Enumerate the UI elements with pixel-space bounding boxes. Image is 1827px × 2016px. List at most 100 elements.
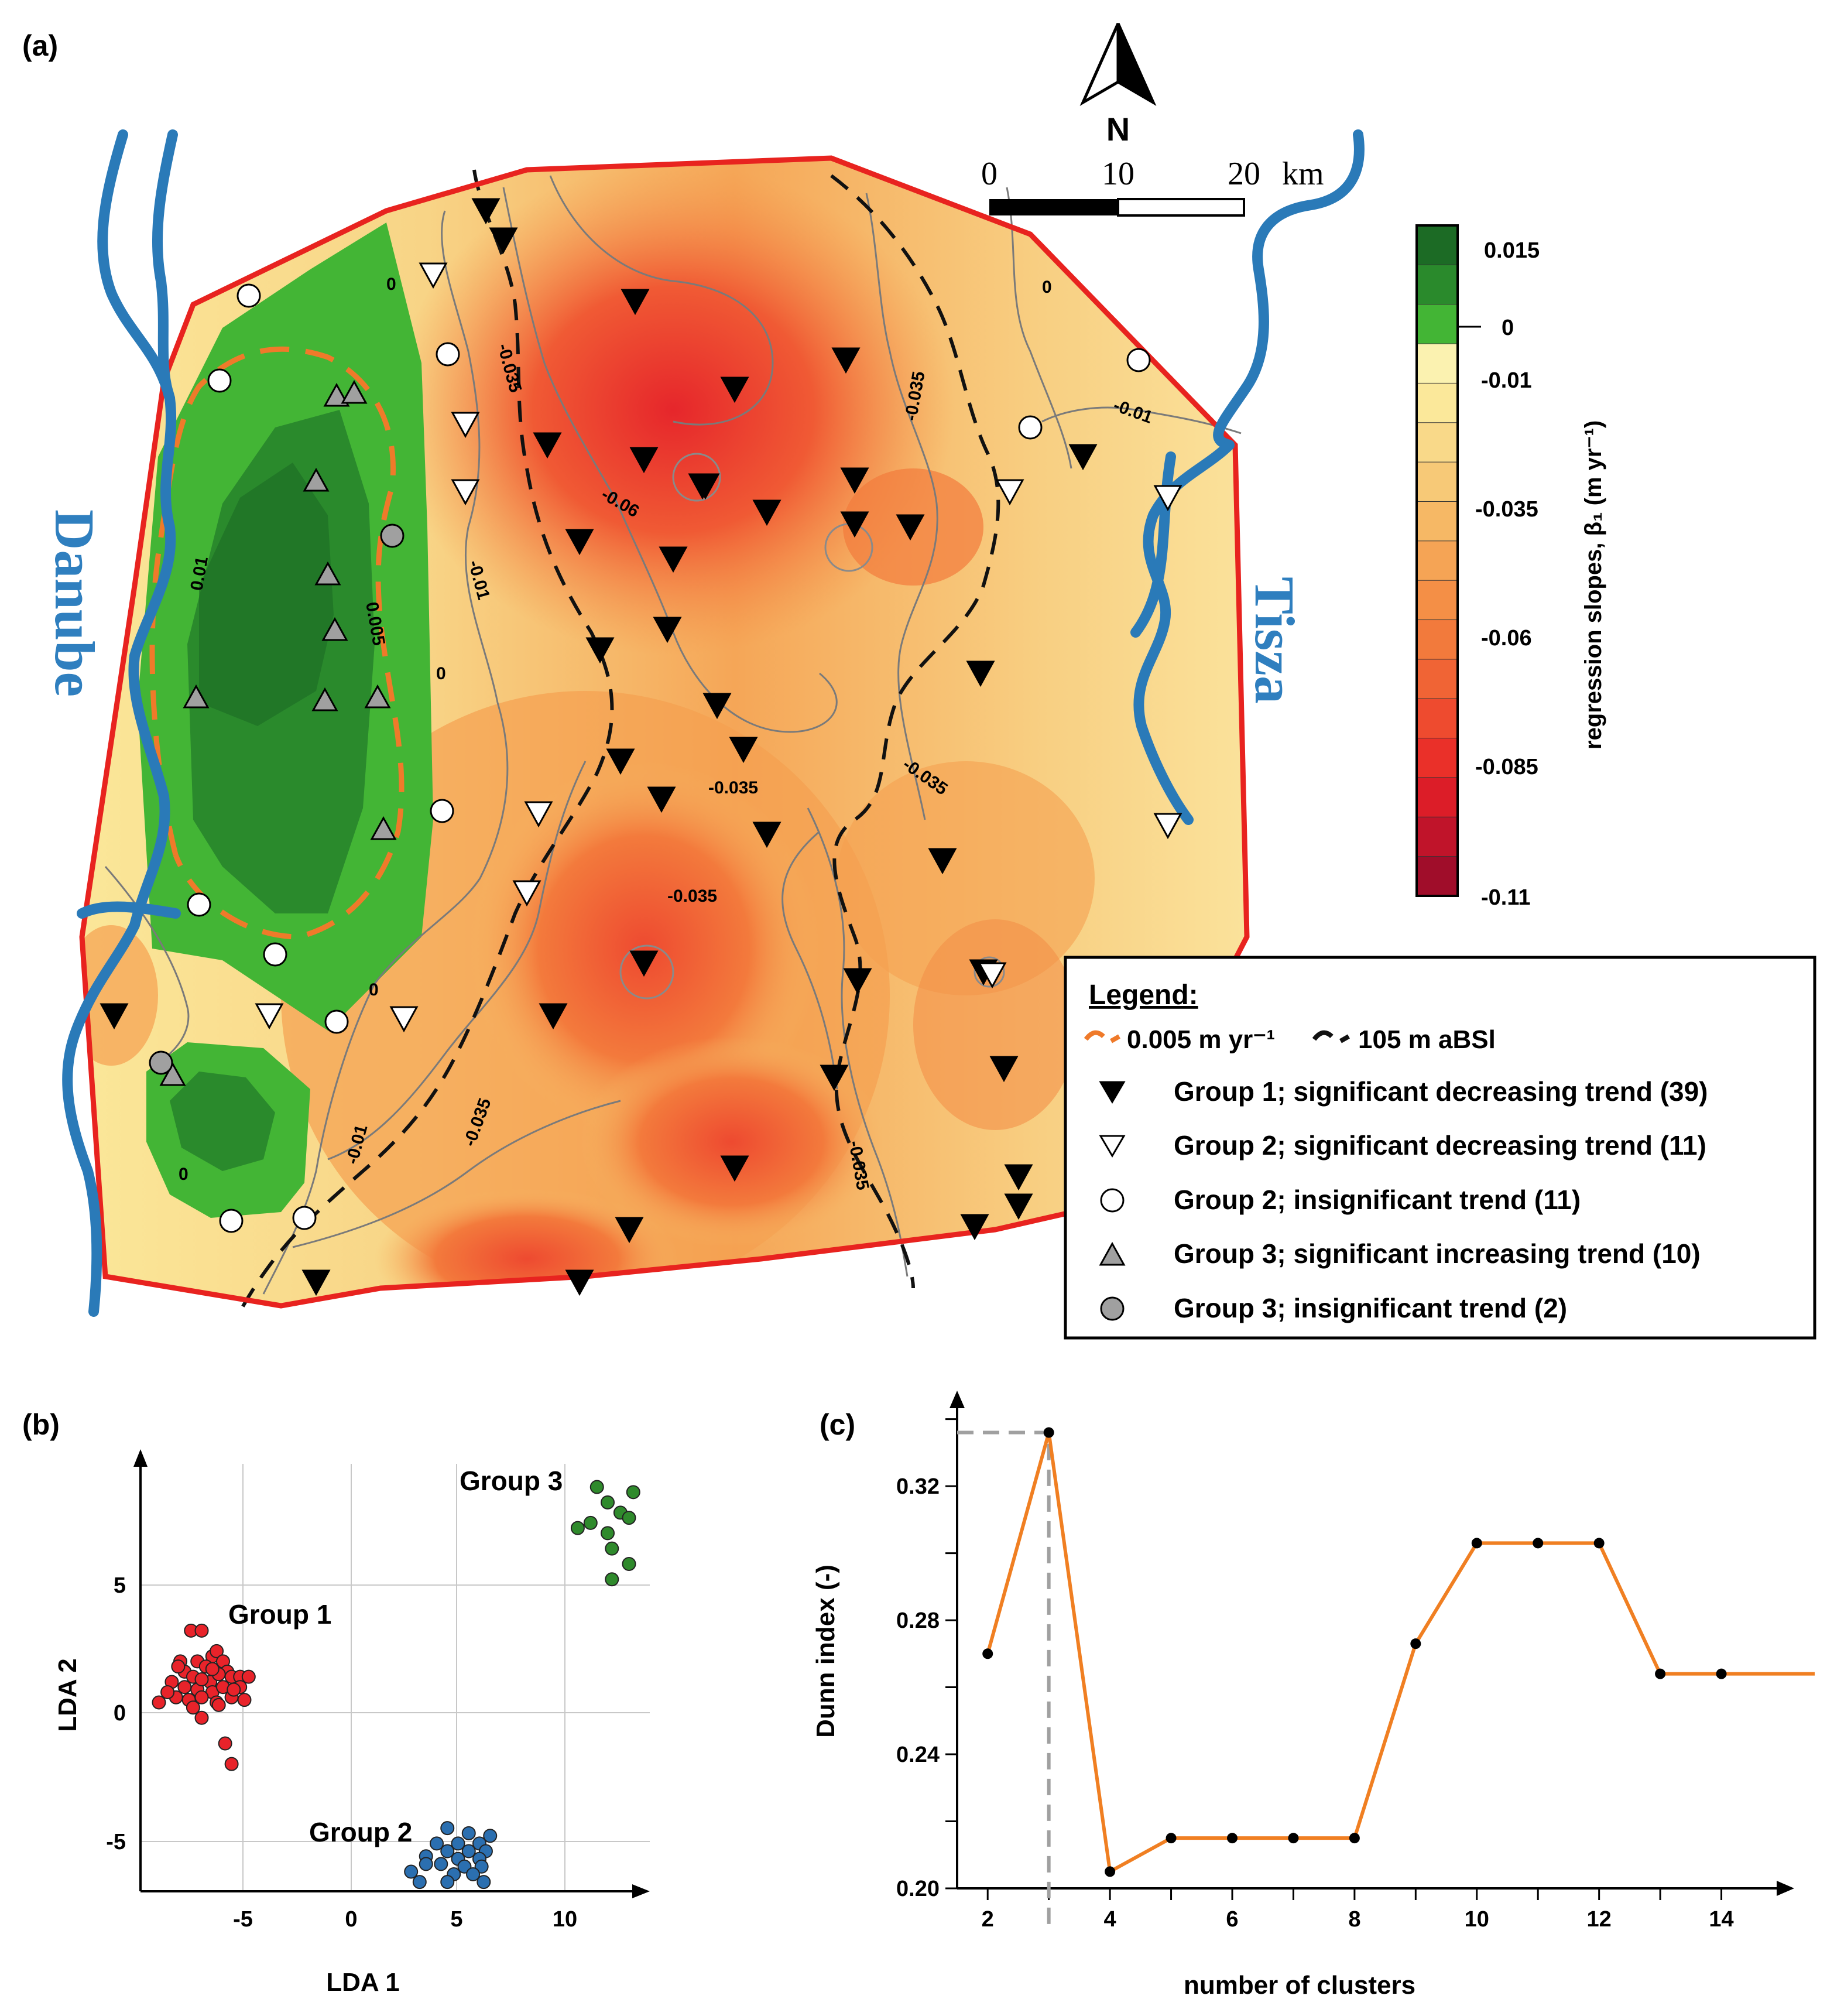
- group2-sig-decreasing-marker: [451, 412, 480, 439]
- dunn-point: [1471, 1538, 1482, 1549]
- group1-sig-decreasing-marker: [301, 1269, 331, 1296]
- legend-item-group2-sig: Group 2; significant decreasing trend (1…: [1174, 1130, 1706, 1161]
- group1-sig-decreasing-marker: [533, 432, 562, 459]
- scale-unit: km: [1282, 156, 1324, 192]
- group2-point: [434, 1857, 448, 1871]
- dunn-xtick-label: 8: [1348, 1907, 1360, 1932]
- group3-point: [589, 1480, 604, 1494]
- group1-sig-decreasing-marker: [720, 376, 749, 403]
- dunn-point: [1166, 1833, 1177, 1844]
- dunn-xtick-label: 10: [1465, 1907, 1489, 1932]
- scale-bar: 0 10 20 km: [981, 156, 1324, 217]
- group3-point: [605, 1572, 619, 1587]
- group3-point: [605, 1541, 619, 1556]
- colorbar-step: [1416, 777, 1458, 818]
- dunn-point: [1288, 1833, 1299, 1844]
- group1-sig-decreasing-marker: [729, 737, 758, 764]
- lda-ytick: 5: [114, 1573, 126, 1598]
- group1-point: [205, 1662, 220, 1676]
- colorbar-step: [1416, 856, 1458, 897]
- group1-point: [160, 1685, 175, 1699]
- group1-point: [194, 1672, 209, 1687]
- contour-label: 0: [1042, 278, 1052, 297]
- tisza-label: Tisza: [1243, 577, 1306, 704]
- group2-insignificant-marker: [1126, 348, 1151, 372]
- group2-sig-decreasing-marker: [995, 479, 1024, 506]
- contour-label: 0: [386, 275, 396, 294]
- scale-tick-20: 20: [1228, 156, 1260, 192]
- group2-sig-decreasing-marker: [1153, 813, 1182, 840]
- colorbar: 0.015 0 -0.01 -0.035 -0.06 -0.085 -0.11 …: [1415, 224, 1606, 910]
- group1-sig-decreasing-marker: [752, 499, 781, 526]
- dunn-points: [982, 1427, 1727, 1877]
- group1-sig-decreasing-marker: [1068, 444, 1098, 471]
- group2-point: [440, 1844, 455, 1858]
- group1-point: [227, 1682, 241, 1697]
- group2-insignificant-marker: [292, 1206, 317, 1230]
- colorbar-tick: -0.035: [1475, 497, 1538, 522]
- group2-insignificant-marker: [187, 892, 211, 917]
- group2-point: [483, 1829, 498, 1843]
- legend-item-group3-insig: Group 3; insignificant trend (2): [1174, 1293, 1567, 1323]
- group2-sig-decreasing-marker: [451, 479, 480, 506]
- group2-point: [477, 1875, 491, 1890]
- group1-sig-decreasing-marker: [629, 950, 659, 977]
- dunn-xtick-label: 2: [982, 1907, 994, 1932]
- group1-point: [218, 1736, 232, 1751]
- group1-point: [171, 1659, 186, 1674]
- group1-point: [224, 1757, 239, 1771]
- colorbar-tick: -0.06: [1481, 626, 1532, 651]
- group3-point: [622, 1556, 636, 1571]
- dunn-point: [1349, 1833, 1360, 1844]
- dunn-xtick-label: 14: [1709, 1907, 1733, 1932]
- group1-sig-decreasing-marker: [896, 514, 925, 541]
- dunn-chart: 0.20 0.24 0.28 0.32 2 4 6 8 10 12 14 number of cl…: [811, 1391, 1815, 2000]
- group1-sig-decreasing-marker: [843, 968, 872, 995]
- group1-sig-decreasing-marker: [831, 347, 861, 374]
- contour-label: 0: [436, 664, 446, 683]
- group2-point: [440, 1875, 455, 1890]
- colorbar-step: [1416, 461, 1458, 502]
- colorbar-title: regression slopes, β₁ (m yr⁻¹): [1581, 420, 1606, 749]
- group1-sig-decreasing-marker: [653, 617, 682, 644]
- group1-sig-decreasing-marker: [720, 1155, 749, 1182]
- group1-sig-decreasing-marker: [840, 467, 869, 494]
- group2-point: [440, 1821, 455, 1836]
- colorbar-step: [1416, 698, 1458, 740]
- dunn-xticks: 2 4 6 8 10 12 14: [982, 1888, 1734, 1932]
- group3-point: [583, 1515, 598, 1530]
- dunn-point: [1043, 1427, 1054, 1438]
- colorbar-ticks: 0.015 0 -0.01 -0.035 -0.06 -0.085 -0.11: [1475, 238, 1540, 910]
- group1-sig-decreasing-marker: [702, 693, 732, 720]
- panel-b-label: (b): [22, 1408, 60, 1441]
- contour-105m-lines: [238, 169, 1000, 1313]
- group2-insignificant-marker: [324, 1009, 349, 1034]
- contour-0005-line: [149, 346, 405, 940]
- dunn-xtick-label: 12: [1587, 1907, 1612, 1932]
- group1-point: [177, 1680, 192, 1695]
- panel-a-label: (a): [22, 29, 58, 62]
- dunn-series-line: [986, 1432, 1815, 1875]
- group1-sig-decreasing-marker: [647, 786, 676, 813]
- group1-sig-decreasing-marker: [565, 1269, 594, 1296]
- lda-xtick: 5: [450, 1907, 462, 1932]
- group3-sig-increasing-marker: [314, 561, 341, 586]
- dunn-ytick-label: 0.28: [896, 1608, 940, 1633]
- group1-point: [194, 1710, 209, 1725]
- group2-insignificant-marker: [219, 1209, 244, 1233]
- dunn-xtick-label: 6: [1226, 1907, 1238, 1932]
- group1-sig-decreasing-marker: [966, 660, 995, 687]
- contour-label: -0.035: [708, 778, 758, 797]
- group3-sig-increasing-marker: [370, 816, 397, 840]
- group1-sig-decreasing-marker: [606, 748, 635, 775]
- group2-sig-decreasing-marker: [524, 801, 553, 828]
- contour-label: -0.035: [667, 887, 717, 906]
- group1-point: [237, 1693, 252, 1707]
- colorbar-tick: 0.015: [1484, 238, 1540, 263]
- group2-sig-decreasing-marker: [1153, 485, 1182, 512]
- dunn-xlabel: number of clusters: [1184, 1971, 1415, 2000]
- dunn-point: [1410, 1638, 1421, 1649]
- lda-points: [152, 1480, 640, 1890]
- lda-ytick: -5: [106, 1830, 126, 1854]
- colorbar-step: [1416, 580, 1458, 621]
